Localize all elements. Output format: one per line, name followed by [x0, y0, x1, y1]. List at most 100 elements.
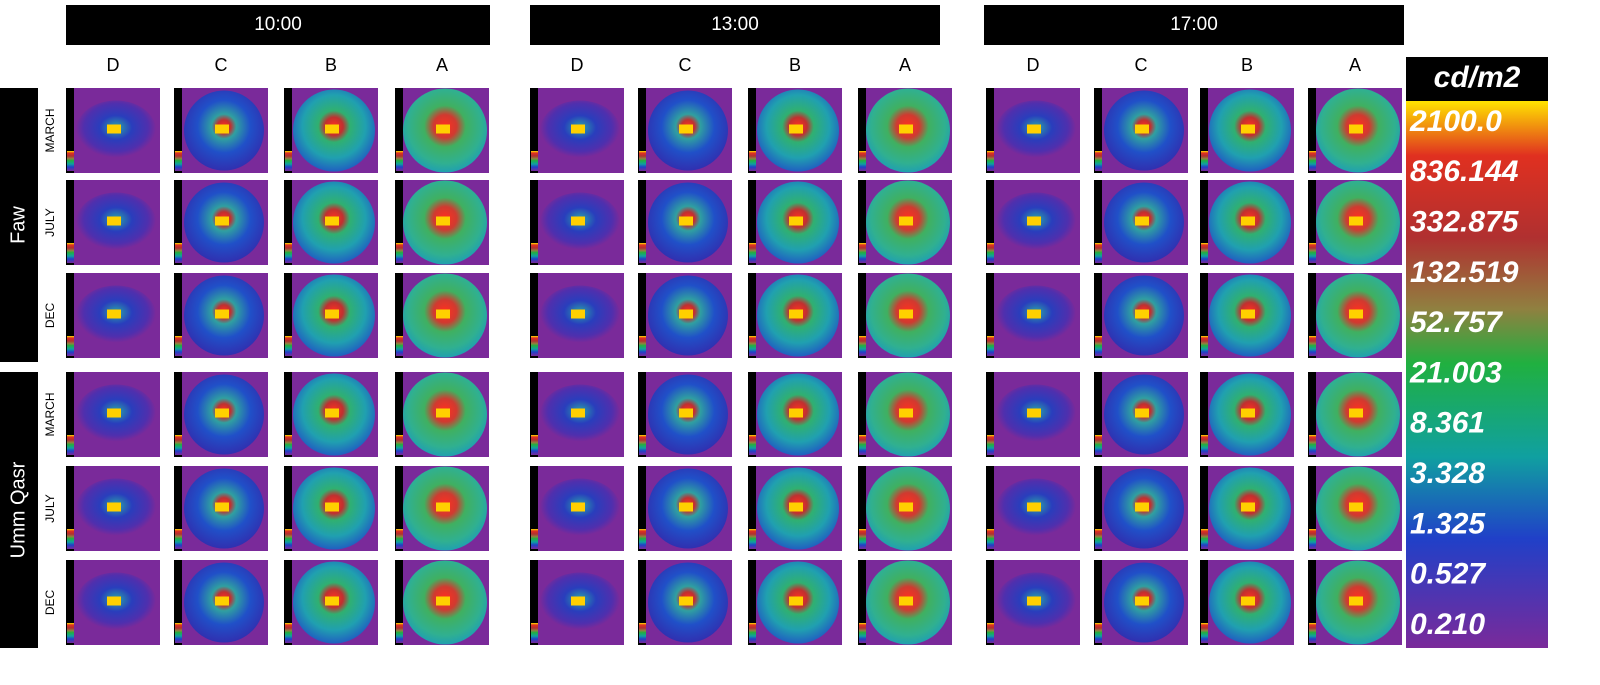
render-scale [987, 336, 994, 356]
render-strip [858, 466, 866, 551]
render-strip [986, 372, 994, 457]
render-window [679, 502, 693, 512]
column-label: A [899, 55, 911, 75]
render-scale [531, 435, 538, 455]
render-window [1135, 596, 1149, 606]
render-window [215, 216, 229, 226]
render-scale [175, 243, 182, 263]
render-strip [858, 560, 866, 645]
render-scale [67, 529, 74, 549]
render-strip [748, 88, 756, 173]
render-scale [67, 435, 74, 455]
render-strip [530, 560, 538, 645]
render-window [325, 502, 339, 512]
render-strip [1094, 273, 1102, 358]
render-strip [638, 466, 646, 551]
render-scale [749, 623, 756, 643]
render-strip [284, 560, 292, 645]
render-strip [1200, 273, 1208, 358]
render-strip [1200, 88, 1208, 173]
render-strip [284, 466, 292, 551]
render-window [1027, 309, 1041, 319]
render-window [789, 124, 803, 134]
legend-header [1406, 57, 1548, 101]
render-window [1027, 124, 1041, 134]
render-scale [396, 243, 403, 263]
render-strip [174, 560, 182, 645]
render-strip [638, 88, 646, 173]
render-strip [1200, 372, 1208, 457]
render-strip [1094, 88, 1102, 173]
render-window [1349, 502, 1363, 512]
render-scale [396, 435, 403, 455]
location-label: Umm Qasr [7, 461, 29, 558]
render-window [1241, 502, 1255, 512]
legend-label: 3.328 [1410, 457, 1485, 490]
render-scale [285, 336, 292, 356]
render-window [325, 408, 339, 418]
render-strip [284, 273, 292, 358]
render-strip [1308, 180, 1316, 265]
render-window [679, 408, 693, 418]
render-strip [174, 372, 182, 457]
render-scale [859, 529, 866, 549]
month-label: JULY [43, 494, 57, 522]
render-scale [987, 529, 994, 549]
legend-label: 1.325 [1410, 507, 1486, 540]
render-strip [1094, 560, 1102, 645]
render-strip [1308, 466, 1316, 551]
render-window [325, 596, 339, 606]
legend-label: 2100.0 [1409, 105, 1502, 138]
render-window [1027, 216, 1041, 226]
render-window [1241, 309, 1255, 319]
render-window [436, 309, 450, 319]
render-scale [396, 151, 403, 171]
render-strip [530, 88, 538, 173]
legend-label: 332.875 [1410, 206, 1520, 239]
render-strip [530, 372, 538, 457]
render-scale [987, 623, 994, 643]
render-scale [1095, 623, 1102, 643]
column-label: B [1241, 55, 1253, 75]
legend-unit: cd/m2 [1434, 61, 1521, 94]
render-window [789, 216, 803, 226]
render-strip [1200, 466, 1208, 551]
render-window [215, 502, 229, 512]
render-window [789, 502, 803, 512]
render-scale [1201, 529, 1208, 549]
render-strip [1308, 273, 1316, 358]
render-window [436, 216, 450, 226]
render-scale [749, 336, 756, 356]
month-label: MARCH [43, 109, 57, 153]
render-window [679, 216, 693, 226]
render-scale [859, 336, 866, 356]
render-window [325, 309, 339, 319]
render-strip [66, 560, 74, 645]
render-window [1027, 502, 1041, 512]
render-strip [284, 180, 292, 265]
render-strip [1094, 372, 1102, 457]
column-label: D [1027, 55, 1040, 75]
render-window [1135, 309, 1149, 319]
render-strip [986, 88, 994, 173]
render-window [571, 408, 585, 418]
render-window [1135, 124, 1149, 134]
render-strip [174, 180, 182, 265]
time-label: 10:00 [254, 14, 302, 35]
render-scale [1095, 151, 1102, 171]
render-scale [285, 243, 292, 263]
render-scale [396, 529, 403, 549]
render-window [899, 124, 913, 134]
render-strip [986, 560, 994, 645]
render-window [1027, 408, 1041, 418]
render-scale [987, 151, 994, 171]
render-strip [748, 560, 756, 645]
render-scale [175, 623, 182, 643]
render-scale [67, 623, 74, 643]
month-label: JULY [43, 208, 57, 236]
render-scale [1201, 151, 1208, 171]
location-label: Faw [7, 206, 29, 244]
render-window [436, 596, 450, 606]
render-window [571, 309, 585, 319]
